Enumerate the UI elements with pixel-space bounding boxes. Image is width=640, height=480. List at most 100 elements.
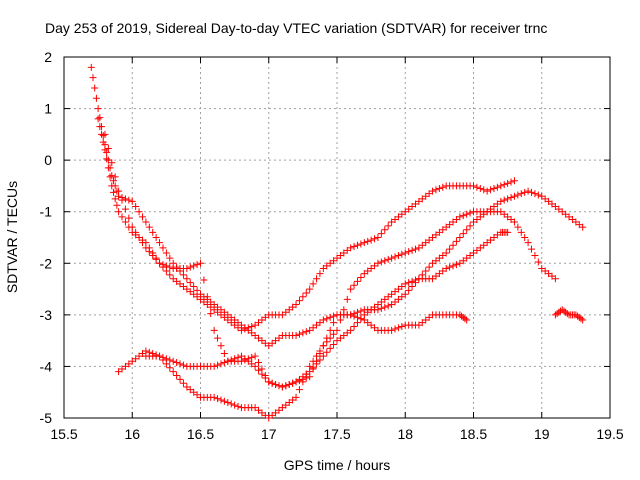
data-point: [534, 191, 542, 199]
data-point: [96, 114, 104, 122]
data-point: [316, 270, 324, 278]
y-tick-label: 0: [44, 152, 52, 168]
data-point: [149, 252, 157, 260]
data-point: [159, 244, 167, 252]
data-point: [299, 378, 307, 386]
series-track-e: [142, 311, 471, 422]
grid: [64, 57, 610, 418]
data-point: [292, 393, 300, 401]
data-point: [521, 234, 529, 241]
data-point: [99, 132, 107, 140]
data-point: [295, 297, 303, 305]
data-point: [214, 361, 222, 369]
data-point: [377, 230, 385, 238]
data-point: [326, 313, 334, 321]
data-point: [302, 370, 310, 378]
data-point: [449, 262, 457, 270]
data-point: [442, 249, 450, 257]
data-point: [463, 226, 471, 234]
data-point: [401, 280, 409, 288]
data-point: [401, 249, 409, 257]
data-point: [326, 344, 334, 352]
data-point: [323, 334, 331, 342]
data-point: [159, 261, 167, 269]
data-point: [360, 239, 368, 247]
data-point: [422, 267, 430, 275]
data-point: [272, 380, 280, 388]
data-point: [214, 395, 222, 403]
data-point: [391, 325, 399, 333]
data-point: [353, 277, 361, 285]
data-point: [176, 375, 184, 383]
data-point: [531, 252, 539, 260]
data-point: [367, 236, 375, 244]
data-point: [528, 188, 536, 196]
data-point: [500, 196, 508, 204]
data-point: [94, 115, 102, 123]
data-point: [357, 273, 365, 281]
data-point: [309, 280, 317, 288]
data-point: [371, 235, 379, 243]
data-point: [507, 178, 515, 186]
data-point: [353, 313, 361, 321]
data-point: [121, 195, 129, 203]
data-point: [99, 138, 107, 146]
data-point: [357, 315, 365, 323]
series-track-d: [115, 228, 512, 391]
data-point: [166, 356, 174, 364]
data-point: [429, 187, 437, 195]
data-point: [292, 301, 300, 309]
data-point: [125, 214, 133, 222]
data-point: [197, 259, 204, 267]
data-point: [323, 315, 331, 323]
data-point: [411, 245, 419, 253]
data-point: [193, 286, 201, 294]
data-point: [115, 187, 123, 195]
data-point: [313, 275, 321, 283]
data-point: [510, 177, 518, 185]
data-point: [156, 239, 164, 247]
data-point: [210, 362, 218, 370]
x-tick-label: 17.5: [323, 426, 350, 442]
data-point: [132, 228, 140, 236]
data-point: [231, 401, 239, 409]
data-point: [166, 263, 174, 271]
x-tick-label: 15.5: [50, 426, 77, 442]
data-point: [210, 393, 218, 401]
data-point: [330, 319, 338, 327]
data-point: [179, 271, 187, 279]
series-track-a: [87, 63, 587, 350]
data-point: [319, 316, 327, 324]
data-point: [577, 315, 585, 323]
data-point: [101, 130, 109, 138]
data-point: [145, 248, 153, 256]
data-point: [220, 350, 228, 358]
data-point: [109, 188, 117, 196]
data-point: [439, 183, 447, 191]
data-point: [381, 257, 389, 265]
data-point: [374, 234, 382, 241]
data-point: [169, 357, 177, 365]
data-point: [507, 194, 515, 202]
data-point: [166, 364, 174, 372]
data-point: [241, 325, 249, 333]
data-point: [514, 191, 522, 199]
series-track-f: [551, 306, 587, 324]
data-point: [295, 330, 303, 338]
data-point: [104, 145, 112, 153]
data-point: [391, 253, 399, 261]
data-point: [524, 187, 532, 195]
x-axis-label: GPS time / hours: [284, 457, 391, 473]
data-point: [517, 190, 525, 198]
data-point: [497, 197, 505, 205]
data-point: [101, 146, 109, 154]
data-point: [470, 182, 477, 190]
data-point: [510, 218, 518, 226]
data-point: [456, 213, 464, 221]
data-point: [210, 326, 218, 334]
data-point: [248, 322, 256, 330]
data-point: [145, 223, 153, 231]
data-point: [425, 263, 433, 271]
data-point: [135, 234, 143, 241]
